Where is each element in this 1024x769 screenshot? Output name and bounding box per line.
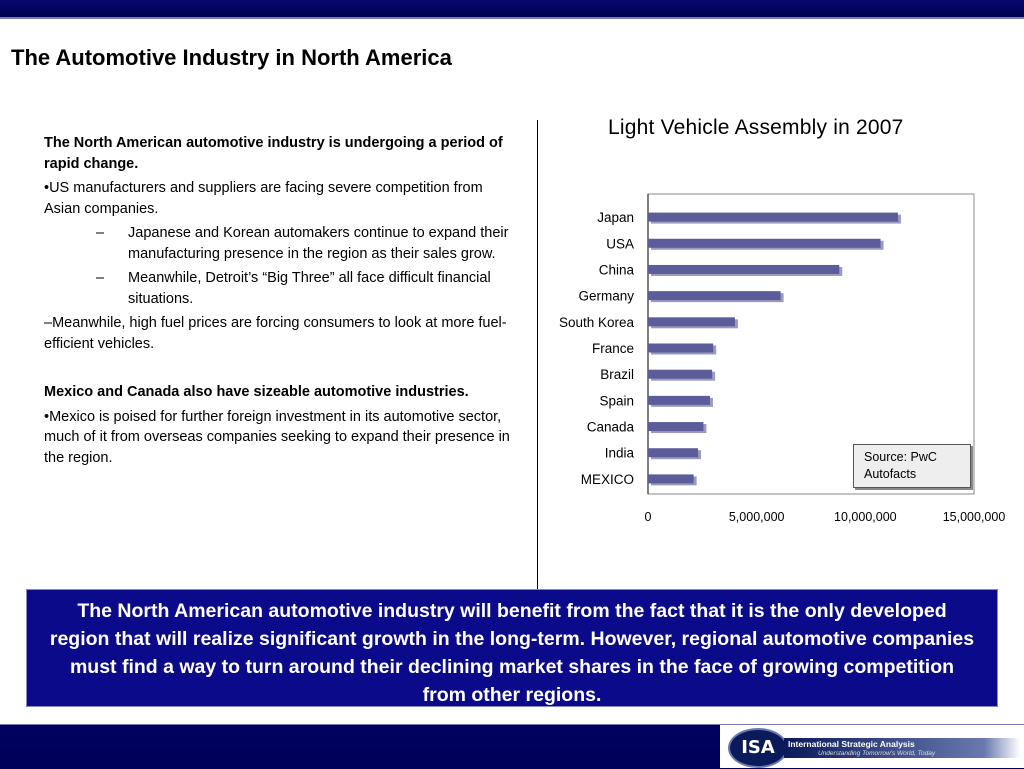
x-tick-label: 0 [645,510,652,524]
category-label: Spain [599,393,634,408]
line-fuel-prices: –Meanwhile, high fuel prices are forcing… [44,315,507,352]
bar-france [648,343,714,353]
category-label: MEXICO [581,472,634,487]
category-label: South Korea [559,315,635,330]
category-label: USA [606,236,634,251]
bar-usa [648,238,881,248]
sub-bullet-japanese-korean: – Japanese and Korean automakers continu… [44,223,514,264]
x-tick-label: 15,000,000 [943,510,1006,524]
bar-germany [648,291,781,301]
x-tick-label: 10,000,000 [834,510,897,524]
dash-marker: – [96,225,105,241]
sub-bullet-big-three: – Meanwhile, Detroit’s “Big Three” all f… [44,268,514,309]
bar-chart: Japan USA China Germany South Korea France Bra… [559,193,1006,524]
heading-north-america: The North American automotive industry i… [44,135,503,172]
text-column: The North American automotive industry i… [44,133,514,468]
category-label: Germany [578,289,634,304]
heading-mexico-canada: Mexico and Canada also have sizeable aut… [44,384,469,400]
category-label: France [592,341,634,356]
column-divider [537,120,538,590]
sub-bullet-text: Japanese and Korean automakers continue … [128,225,509,262]
bar-india [648,448,698,458]
category-label: Japan [597,210,634,225]
x-tick-label: 5,000,000 [729,510,785,524]
category-label: China [599,262,635,277]
top-banner-bar [0,0,1024,19]
category-label: Canada [587,420,635,435]
bar-japan [648,212,898,222]
dash-marker: – [96,270,105,286]
logo-band [784,738,1020,758]
bar-brazil [648,369,713,379]
summary-callout: The North American automotive industry w… [26,589,998,707]
isa-logo-mark: ISA [728,728,788,768]
bar-china [648,264,840,274]
bar-canada [648,422,704,432]
bar-mexico [648,474,694,484]
bullet-mexico: •Mexico is poised for further foreign in… [44,408,510,466]
logo-tagline: Understanding Tomorrow's World, Today [818,750,936,757]
bullet-us-manufacturers: •US manufacturers and suppliers are faci… [44,180,483,217]
bar-south-korea [648,317,735,327]
page-title: The Automotive Industry in North America [11,45,452,70]
company-logo: ISA International Strategic Analysis Und… [720,725,1024,768]
category-label: India [605,446,635,461]
category-label: Brazil [600,367,634,382]
sub-bullet-text: Meanwhile, Detroit’s “Big Three” all fac… [128,270,491,307]
logo-company-name: International Strategic Analysis [788,739,915,749]
source-note: Source: PwC Autofacts [853,444,971,488]
chart-title: Light Vehicle Assembly in 2007 [608,116,904,139]
bar-spain [648,395,710,405]
